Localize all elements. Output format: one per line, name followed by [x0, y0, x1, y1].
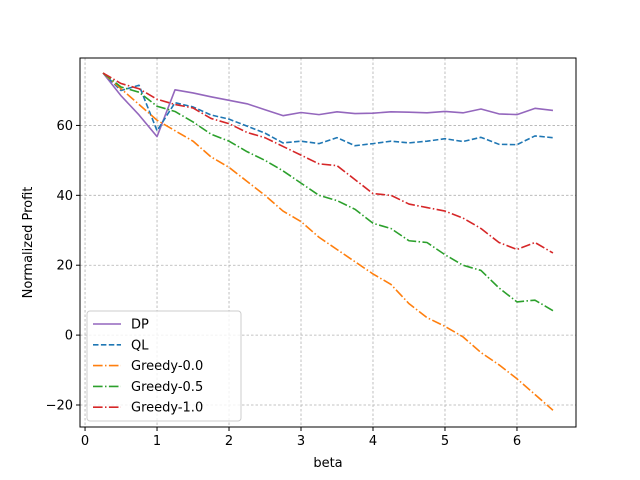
plot-frame [79, 57, 577, 428]
axis-ticks: 0 1 2 3 4 5 6 −20 0 20 40 60 [46, 119, 522, 449]
legend-label: Greedy-1.0 [131, 401, 203, 416]
legend-label: Greedy-0.0 [131, 359, 203, 374]
y-axis-label: Normalized Profit [21, 187, 36, 299]
legend-label: QL [131, 338, 149, 353]
y-tick-label: 0 [65, 329, 73, 344]
series-line-dp [102, 72, 554, 138]
x-tick-label: 0 [81, 434, 89, 449]
legend-label: Greedy-0.5 [131, 380, 203, 395]
series-line-greedy-1-0 [102, 72, 554, 254]
y-tick-label: 40 [56, 189, 73, 204]
legend-box [86, 310, 242, 422]
y-tick-label: 60 [56, 119, 73, 134]
x-tick-label: 2 [225, 434, 233, 449]
legend: DP QL Greedy-0.0 Greedy-0.5 Greedy-1.0 [86, 310, 242, 422]
series-line-greedy-0-0 [102, 72, 554, 411]
x-axis-label: beta [313, 456, 342, 471]
x-tick-label: 5 [441, 434, 449, 449]
x-tick-label: 6 [513, 434, 521, 449]
x-tick-label: 3 [297, 434, 305, 449]
x-tick-label: 1 [153, 434, 161, 449]
y-tick-label: 20 [56, 259, 73, 274]
y-tick-label: −20 [46, 398, 73, 413]
series-line-greedy-0-5 [102, 72, 554, 312]
x-tick-label: 4 [369, 434, 377, 449]
series-line-ql [102, 72, 554, 147]
legend-label: DP [131, 318, 149, 333]
series-group [102, 72, 554, 411]
